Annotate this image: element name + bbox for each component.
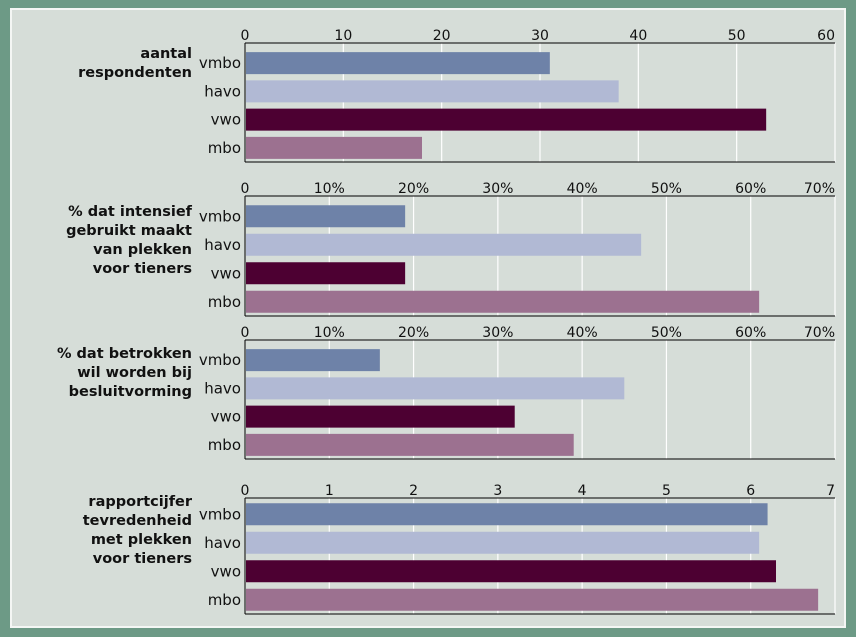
bar-mbo [246, 136, 422, 159]
panel-title-line: % dat betrokken [57, 346, 192, 362]
tick-label: 20% [398, 181, 429, 197]
bar-havo [246, 233, 642, 256]
bar-vmbo [246, 503, 768, 526]
tick-label: 30% [482, 325, 513, 341]
category-label: vwo [211, 111, 241, 129]
category-label: mbo [208, 591, 241, 609]
chart-svg: 0 10 20 30 40 50 60vmbohavovwomboaantalrespond… [57, 28, 836, 615]
category-label: havo [204, 379, 241, 397]
panel-title-line: rapportcijfer [88, 494, 192, 510]
tick-label: 30 [531, 28, 549, 44]
bar-vwo [246, 108, 767, 131]
bar-vwo [246, 405, 515, 428]
category-label: vwo [211, 264, 241, 282]
tick-label: 6 [746, 483, 755, 499]
tick-label: 3 [493, 483, 502, 499]
bar-mbo [246, 433, 574, 456]
tick-label: 5 [662, 483, 671, 499]
chart-frame: 0 10 20 30 40 50 60 vmbo havo vwo mbo aantal respond… [10, 8, 846, 628]
bar-havo [246, 80, 619, 103]
tick-label: 60 [817, 28, 835, 44]
bar-vwo [246, 262, 406, 285]
tick-label: 50% [651, 325, 682, 341]
tick-label: 2 [409, 483, 418, 499]
panel-title-line: gebruikt maakt [66, 223, 192, 239]
panel-title-line: met plekken [91, 532, 192, 548]
tick-label: 10% [314, 325, 345, 341]
panel-title-line: wil worden bij [77, 365, 192, 381]
tick-label: 4 [578, 483, 587, 499]
category-label: havo [204, 82, 241, 100]
tick-label: 30% [482, 181, 513, 197]
tick-label: 0 [241, 181, 250, 197]
tick-label: 20 [433, 28, 451, 44]
tick-label: 7 [826, 483, 835, 499]
category-label: havo [204, 236, 241, 254]
bar-vmbo [246, 205, 406, 228]
panel-title-line: voor tieners [93, 261, 192, 277]
bar-mbo [246, 290, 760, 313]
category-label: havo [204, 534, 241, 552]
panel-title-line: voor tieners [93, 551, 192, 567]
category-label: vmbo [199, 54, 241, 72]
category-label: vwo [211, 408, 241, 426]
bar-vmbo [246, 52, 550, 75]
panel-title-line: % dat intensief [68, 204, 193, 220]
tick-label: 60% [735, 325, 766, 341]
category-label: mbo [208, 436, 241, 454]
tick-label: 50 [728, 28, 746, 44]
panel-title-line: respondenten [78, 65, 192, 81]
panel-title-line: tevredenheid [83, 513, 192, 529]
bar-vwo [246, 560, 776, 583]
tick-label: 0 [241, 483, 250, 499]
bar-havo [246, 531, 760, 554]
tick-label: 10 [334, 28, 352, 44]
panel-title-line: aantal [140, 46, 192, 62]
tick-label: 70% [804, 181, 835, 197]
tick-label: 40% [567, 181, 598, 197]
bar-vmbo [246, 349, 380, 372]
tick-label: 40% [567, 325, 598, 341]
category-label: vwo [211, 562, 241, 580]
tick-label: 40 [629, 28, 647, 44]
category-label: vmbo [199, 207, 241, 225]
tick-label: 60% [735, 181, 766, 197]
tick-label: 70% [804, 325, 835, 341]
category-label: vmbo [199, 351, 241, 369]
category-label: mbo [208, 293, 241, 311]
panel-title-line: van plekken [93, 242, 192, 258]
tick-label: 10% [314, 181, 345, 197]
tick-label: 0 [241, 325, 250, 341]
category-label: vmbo [199, 505, 241, 523]
tick-label: 50% [651, 181, 682, 197]
tick-label: 0 [241, 28, 250, 44]
tick-label: 1 [325, 483, 334, 499]
bar-havo [246, 377, 625, 400]
category-label: mbo [208, 139, 241, 157]
bar-mbo [246, 588, 819, 611]
tick-label: 20% [398, 325, 429, 341]
panel-title-line: besluitvorming [69, 384, 192, 400]
